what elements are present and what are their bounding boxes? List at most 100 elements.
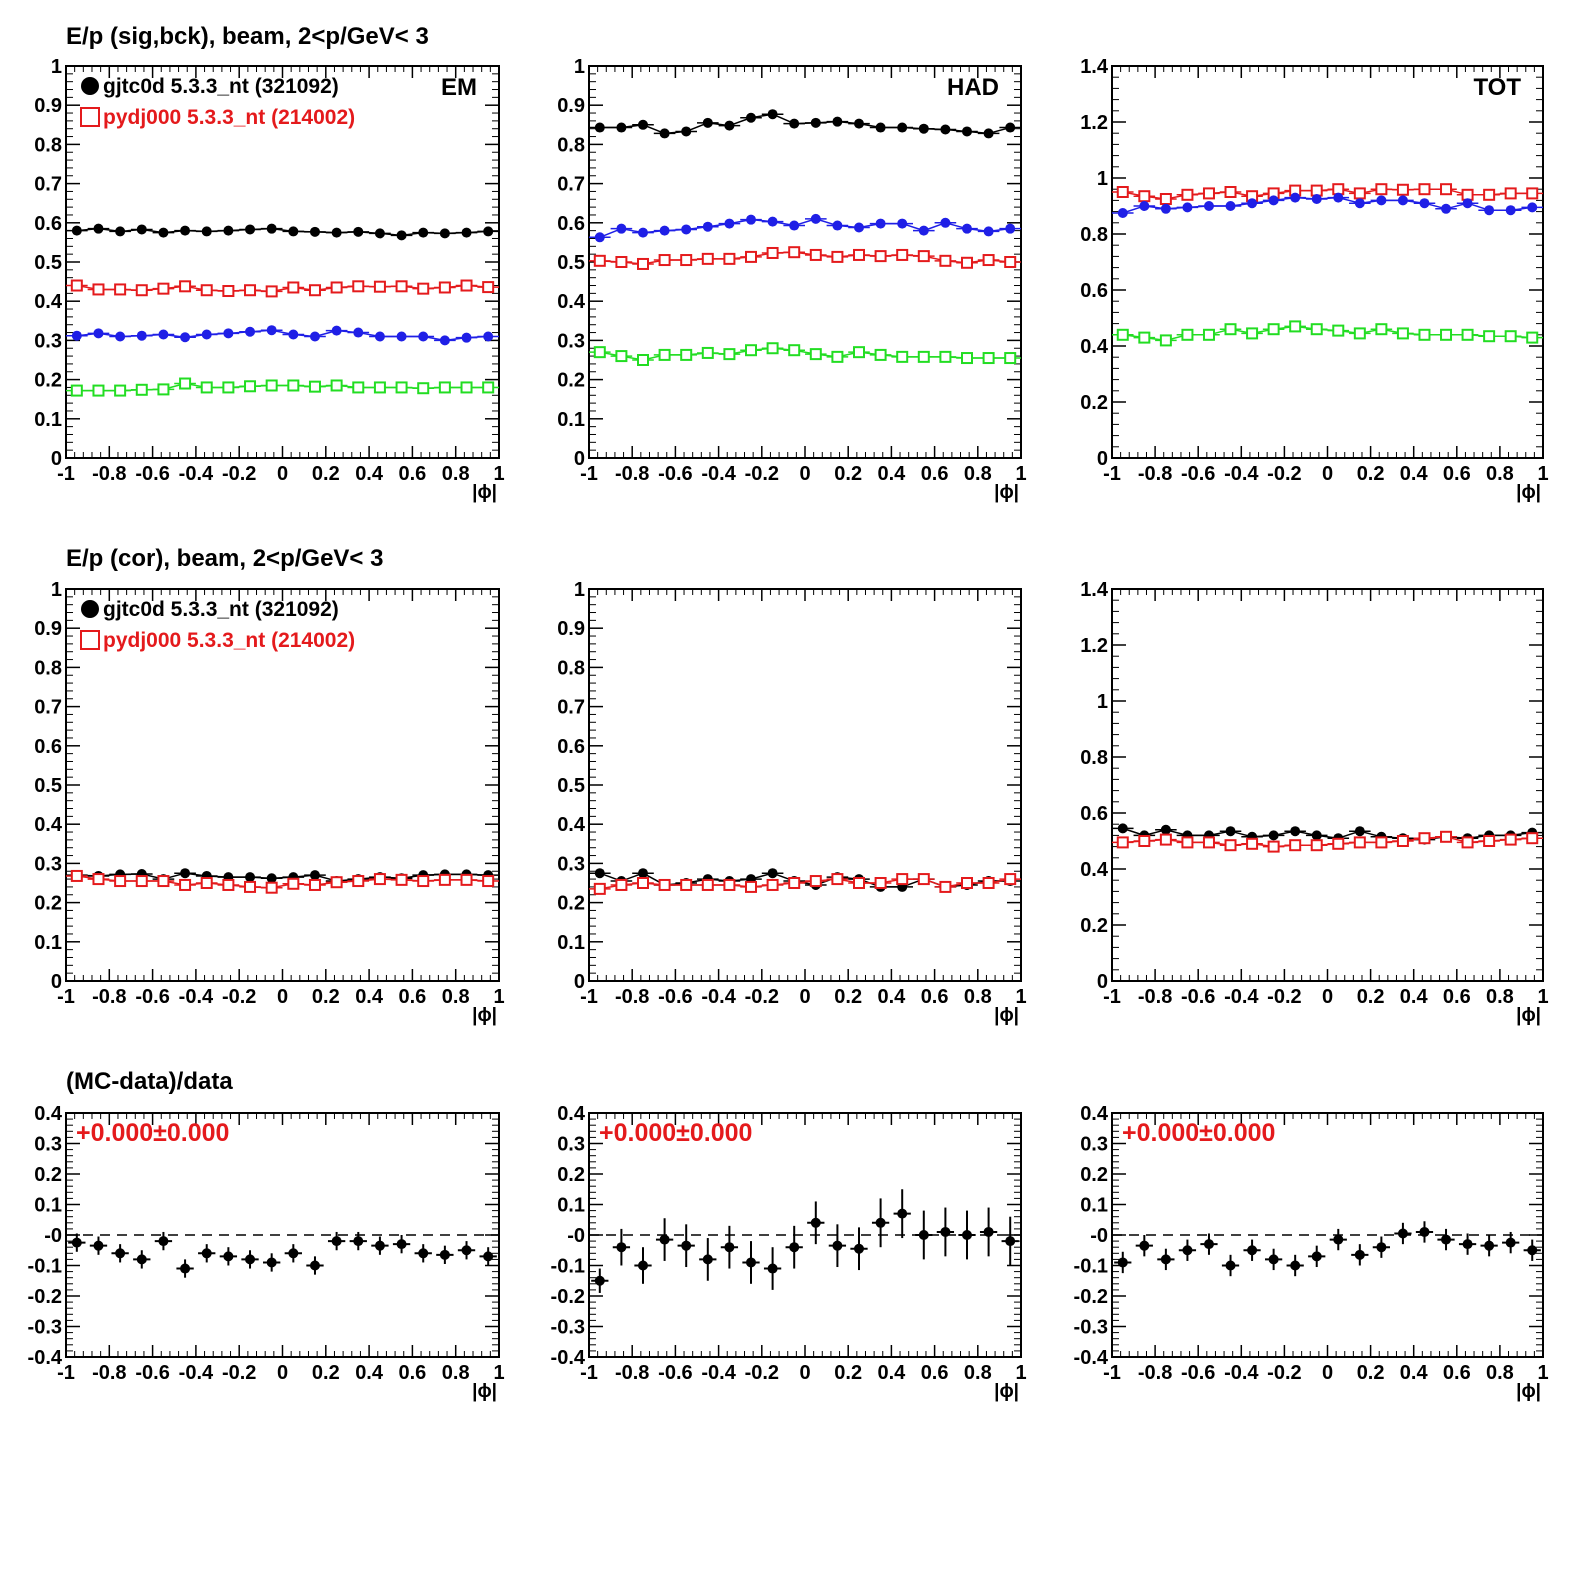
series-blue-dot	[589, 213, 1021, 243]
x-tick-label: -0.2	[745, 463, 779, 485]
y-tick-label: 0	[51, 448, 62, 470]
data-point	[265, 285, 278, 298]
data-point	[1289, 320, 1302, 333]
x-tick-label: -0.8	[615, 986, 649, 1008]
data-point	[1462, 1239, 1473, 1250]
y-tick-label: 0.3	[557, 853, 585, 875]
data-point	[1004, 256, 1017, 268]
data-point	[982, 877, 995, 889]
y-tick-label: 0.3	[34, 330, 62, 352]
plot-frame	[65, 1112, 500, 1358]
y-tick-label: 0	[574, 448, 585, 470]
y-tick-label: 0.1	[1080, 1195, 1108, 1217]
panel-p33: -1 -0.8 -0.6 -0.4 -0.2 0 0.2 0.4 0.6 0.8 1|ϕ|-0.4-…	[1074, 1103, 1549, 1402]
data-point	[854, 118, 864, 129]
fit-result-label: +0.000±0.000	[1122, 1119, 1275, 1147]
data-point	[439, 228, 450, 239]
data-point	[1224, 186, 1237, 198]
series-red-square	[66, 869, 499, 894]
x-tick-label: 0.2	[312, 463, 340, 485]
data-point	[461, 332, 472, 343]
data-point	[897, 1208, 908, 1219]
x-tick-label: -0.2	[1267, 1362, 1301, 1384]
y-tick-label: 0.5	[34, 775, 62, 797]
data-point	[1441, 203, 1452, 214]
data-point	[1441, 1234, 1452, 1245]
data-point	[616, 122, 627, 133]
data-point	[940, 1226, 951, 1237]
data-point	[136, 330, 147, 341]
x-tick-label: 1	[493, 986, 504, 1008]
data-point	[114, 384, 127, 397]
y-tick-label: 0.4	[34, 1103, 63, 1125]
x-tick-label: -0.4	[179, 986, 214, 1008]
x-tick-label: 1	[1537, 986, 1548, 1008]
data-point	[222, 878, 235, 891]
x-tick-label: -1	[1103, 463, 1121, 485]
data-point	[1527, 202, 1538, 213]
data-point	[266, 1257, 277, 1268]
panel-p32: -1 -0.8 -0.6 -0.4 -0.2 0 0.2 0.4 0.6 0.8 1|ϕ|-0.4-…	[551, 1103, 1027, 1402]
x-tick-label: -0.4	[701, 986, 736, 1008]
data-point	[483, 226, 494, 237]
x-tick-label: 1	[1015, 986, 1026, 1008]
x-tick-label: 0.6	[1443, 1362, 1471, 1384]
data-point	[1202, 187, 1215, 200]
data-point	[939, 254, 952, 267]
data-point	[266, 325, 277, 336]
data-point	[418, 227, 429, 238]
x-tick-label: -1	[57, 986, 75, 1008]
y-tick-label: 0.7	[34, 174, 62, 196]
y-tick-label: 0.3	[557, 330, 585, 352]
data-point	[1484, 205, 1495, 216]
panel-p11: -1 -0.8 -0.6 -0.4 -0.2 0 0.2 0.4 0.6 0.8 1|ϕ|00.10…	[34, 56, 504, 503]
data-point	[1526, 331, 1539, 344]
data-point	[353, 1236, 364, 1247]
data-point	[438, 873, 451, 886]
data-point	[788, 246, 801, 259]
data-point	[352, 875, 365, 888]
data-point	[1139, 201, 1150, 211]
data-point	[1004, 352, 1017, 365]
series-red-square	[1112, 830, 1543, 853]
legend-mc-label: pydj000 5.3.3_nt (214002)	[103, 629, 355, 652]
x-axis-label: |ϕ|	[994, 1005, 1019, 1026]
y-tick-label: 0.1	[34, 409, 62, 431]
x-tick-label: 0.4	[1400, 463, 1429, 485]
data-point	[244, 880, 257, 893]
data-point	[701, 252, 714, 265]
series-black-dot	[589, 109, 1021, 139]
data-point	[1247, 1245, 1258, 1256]
data-point	[939, 350, 952, 363]
data-point	[1268, 195, 1279, 206]
x-tick-label: -0.6	[1181, 463, 1215, 485]
data-point	[1224, 323, 1237, 336]
data-point	[1246, 327, 1259, 340]
data-point	[395, 280, 408, 293]
series-green-square	[66, 377, 499, 397]
data-point	[1354, 1249, 1365, 1260]
data-point	[1396, 835, 1409, 847]
data-point	[1311, 1251, 1322, 1262]
y-tick-label: 1	[1097, 691, 1108, 713]
data-point	[940, 217, 951, 228]
data-point	[308, 284, 321, 297]
x-tick-label: 0.8	[964, 463, 992, 485]
series-red-square	[66, 279, 499, 298]
data-point	[875, 218, 886, 229]
x-tick-label: -0.6	[658, 986, 692, 1008]
y-tick-label: -0.1	[28, 1256, 62, 1278]
data-point	[158, 329, 169, 340]
data-point	[1225, 826, 1236, 837]
row2-header: E/p (cor), beam, 2<p/GeV< 3	[66, 545, 383, 572]
data-point	[70, 869, 83, 882]
data-point	[1290, 1260, 1301, 1271]
data-point	[767, 868, 778, 879]
data-point	[374, 1240, 385, 1251]
data-point	[1419, 198, 1430, 209]
data-point	[245, 326, 256, 337]
data-point	[288, 226, 299, 237]
data-point	[417, 875, 430, 888]
data-point	[832, 220, 843, 231]
legend-data-label: gjtc0d 5.3.3_nt (321092)	[103, 75, 339, 98]
